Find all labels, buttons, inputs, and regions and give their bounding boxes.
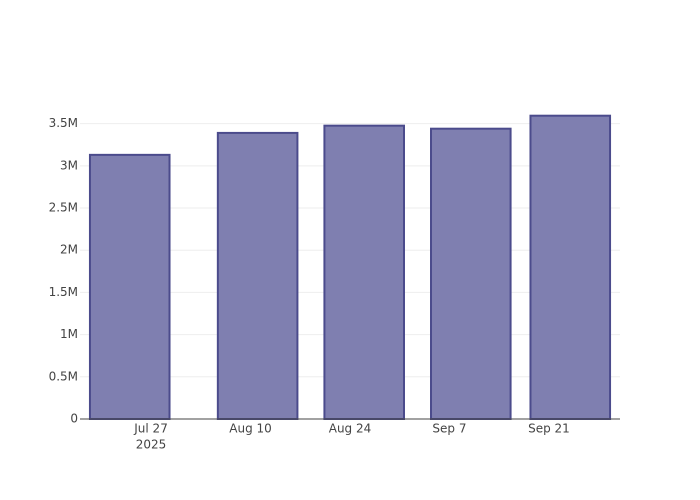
x-tick-label: Sep 7	[432, 422, 466, 436]
x-tick-label: Jul 27	[133, 422, 168, 436]
x-year-label: 2025	[136, 438, 167, 452]
x-tick-label: Aug 10	[229, 422, 272, 436]
y-tick-label: 0.5M	[49, 369, 78, 383]
x-tick-label: Aug 24	[329, 422, 372, 436]
y-tick-label: 0	[70, 412, 78, 426]
bar	[529, 114, 612, 420]
bar	[216, 131, 299, 421]
x-tick-label: Sep 21	[528, 422, 570, 436]
y-tick-label: 1M	[60, 327, 78, 341]
bar	[430, 127, 512, 420]
y-tick-label: 2M	[60, 243, 78, 257]
bar	[88, 153, 171, 420]
y-tick-label: 3M	[60, 158, 78, 172]
y-tick-label: 3.5M	[49, 116, 78, 130]
bar	[323, 124, 405, 420]
y-tick-label: 2.5M	[49, 201, 78, 215]
y-tick-label: 1.5M	[49, 285, 78, 299]
